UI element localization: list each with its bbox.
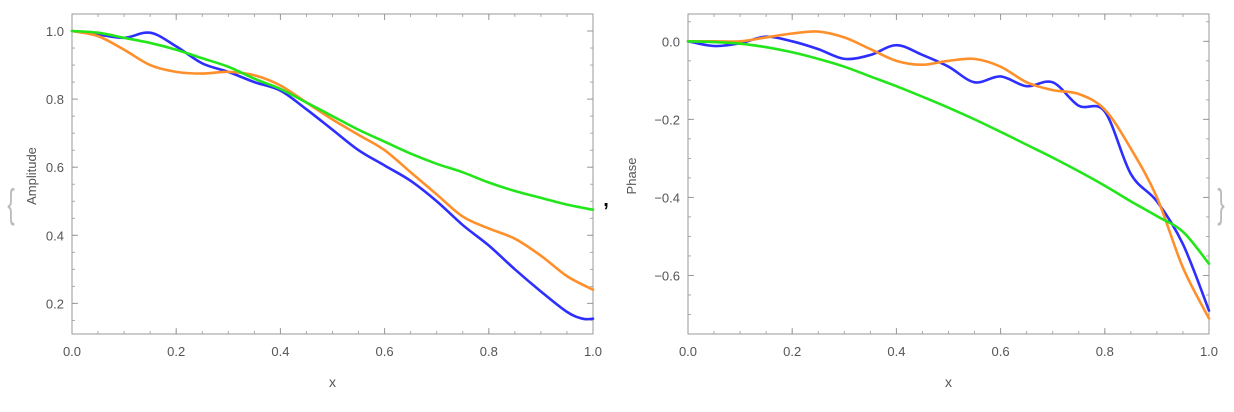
- series-line-1: [70, 29, 595, 321]
- x-tick-label: 0.2: [167, 344, 185, 359]
- series-line-3: [70, 29, 595, 212]
- y-tick-label: −0.2: [654, 112, 680, 127]
- y-tick-label: −0.4: [654, 190, 680, 205]
- y-tick-label: 0.2: [46, 296, 64, 311]
- y-axis-label: Phase: [624, 158, 639, 195]
- y-tick-label: 0.6: [46, 160, 64, 175]
- x-tick-label: 0.8: [480, 344, 498, 359]
- series-line-2: [686, 30, 1211, 320]
- close-brace: }: [1217, 181, 1224, 226]
- y-tick-label: 0.8: [46, 92, 64, 107]
- x-tick-label: 1.0: [584, 344, 602, 359]
- y-tick-label: 1.0: [46, 24, 64, 39]
- list-separator: ,: [603, 189, 609, 211]
- x-tick-label: 0.6: [992, 344, 1010, 359]
- x-tick-label: 0.2: [783, 344, 801, 359]
- x-tick-label: 0.4: [887, 344, 905, 359]
- series-line-2: [70, 29, 595, 292]
- x-tick-label: 0.0: [679, 344, 697, 359]
- y-tick-label: −0.6: [654, 268, 680, 283]
- plot-frame: [71, 13, 594, 335]
- x-axis-label: x: [945, 374, 952, 390]
- y-tick-label: 0.4: [46, 228, 64, 243]
- phase-panel: 0.0 0.2 0.4 0.6 0.8 1.0 −0.6 −0.4 −0.2 0.0 x Phase: [624, 13, 1218, 390]
- series-line-1: [686, 35, 1211, 312]
- series-line-3: [686, 40, 1211, 266]
- y-axis-label: Amplitude: [24, 147, 39, 205]
- x-tick-label: 0.6: [376, 344, 394, 359]
- x-tick-label: 0.4: [271, 344, 289, 359]
- amplitude-panel: 0.0 0.2 0.4 0.6 0.8 1.0 0.2 0.4 0.6 0.8 1.0 x Amplit…: [24, 13, 602, 390]
- x-tick-label: 0.0: [63, 344, 81, 359]
- x-tick-label: 0.8: [1096, 344, 1114, 359]
- x-tick-label: 1.0: [1200, 344, 1218, 359]
- y-tick-label: 0.0: [662, 34, 680, 49]
- x-axis-label: x: [329, 374, 336, 390]
- open-brace: {: [7, 181, 14, 226]
